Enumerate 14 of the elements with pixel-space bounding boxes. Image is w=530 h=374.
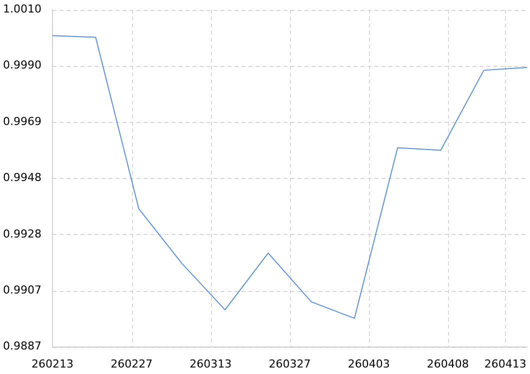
y-tick-label: 0.9928: [2, 227, 42, 240]
y-tick-label: 0.9907: [2, 283, 42, 296]
y-tick-label: 0.9990: [2, 58, 42, 72]
x-tick-label: 260327: [268, 357, 311, 370]
x-tick-label: 260227: [110, 357, 153, 370]
y-tick-label: 0.9969: [2, 114, 42, 128]
x-tick-label: 260403: [348, 357, 390, 370]
y-tick-label: 0.9948: [2, 171, 42, 184]
x-tick-label: 260213: [31, 357, 74, 370]
y-tick-label: 0.9887: [2, 340, 42, 353]
y-tick-label: 1.0010: [2, 2, 42, 16]
x-tick-label: 260413: [484, 357, 526, 370]
x-tick-label: 260313: [190, 357, 232, 370]
x-tick-label: 260408: [426, 357, 469, 370]
